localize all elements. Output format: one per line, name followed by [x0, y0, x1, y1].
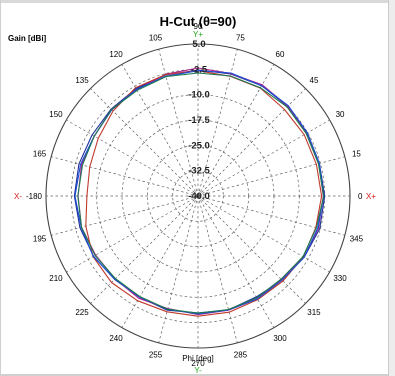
- grid-spoke: [197, 195, 238, 343]
- angle-tick-label: 285: [234, 350, 248, 359]
- angle-tick-label: 270: [191, 359, 205, 368]
- window-bottom-edge: [0, 374, 395, 376]
- angle-tick-label: 45: [310, 76, 319, 85]
- radial-tick-label: -17.5: [188, 115, 210, 126]
- grid-spoke: [121, 195, 199, 328]
- radial-tick-label: -40.0: [188, 191, 210, 202]
- grid-spoke: [197, 119, 330, 197]
- x-minus-marker: X-: [14, 192, 22, 201]
- angle-tick-label: 195: [33, 234, 47, 243]
- grid-spoke: [90, 88, 199, 197]
- angle-tick-label: 345: [350, 234, 364, 243]
- grid-spoke: [51, 195, 199, 236]
- angle-tick-label: 150: [49, 110, 63, 119]
- chart-title: H-Cut (θ=90): [160, 14, 237, 29]
- window-left-edge: [0, 0, 1, 376]
- gain-axis-label: Gain [dBi]: [8, 34, 47, 43]
- angle-tick-label: 225: [75, 308, 89, 317]
- grid-spoke: [197, 195, 306, 304]
- angle-tick-label: 30: [336, 110, 345, 119]
- phi-axis-label: Phi [deg]: [182, 354, 214, 363]
- radial-tick-label: 5.0: [192, 39, 205, 50]
- radial-tick-label: -10.0: [188, 90, 210, 101]
- scrollbar-strip[interactable]: [388, 0, 395, 376]
- grid-spoke: [66, 195, 199, 273]
- angle-tick-label: 135: [75, 76, 89, 85]
- angle-tick-label: 15: [352, 150, 361, 159]
- grid-spoke: [66, 119, 199, 197]
- axis-markers: X+ X- Y+ Y-: [14, 30, 376, 375]
- series-trace-4: [74, 70, 325, 315]
- grid-spoke: [90, 195, 199, 304]
- grid-spoke: [121, 64, 199, 197]
- angle-tick-label: 75: [236, 34, 245, 43]
- angle-tick-label: 330: [333, 274, 347, 283]
- grid-spoke: [51, 156, 199, 197]
- angle-tick-label: 90: [194, 22, 203, 31]
- grid-spoke: [197, 195, 330, 273]
- grid-spoke: [197, 156, 345, 197]
- grid-spoke: [197, 88, 306, 197]
- angle-tick-label: -180: [26, 192, 43, 201]
- angle-tick-label: 105: [149, 34, 163, 43]
- angle-tick-label: 0: [358, 192, 363, 201]
- gain-traces: [73, 67, 326, 317]
- grid-spoke: [197, 195, 275, 328]
- angle-ticks: 15 30 45 60 75 105 120 135 150 165 195 210 225 240 255…: [26, 22, 364, 368]
- series-trace-5: [77, 72, 325, 314]
- radial-tick-label: -25.0: [188, 140, 210, 151]
- grid-spoke: [158, 49, 199, 197]
- window-top-edge: [0, 0, 395, 3]
- angle-tick-label: 120: [109, 50, 123, 59]
- angle-tick-label: 315: [307, 308, 321, 317]
- x-plus-marker: X+: [366, 192, 376, 201]
- grid-spoke: [197, 195, 345, 236]
- radial-tick-label: -32.5: [188, 166, 210, 177]
- y-minus-marker: Y-: [194, 366, 202, 375]
- angle-tick-label: 60: [276, 50, 285, 59]
- angle-tick-label: 255: [149, 350, 163, 359]
- angle-tick-label: 210: [49, 274, 63, 283]
- grid-spoke: [158, 195, 199, 343]
- radial-tick-labels: 5.0 -2.5 -10.0 -17.5 -25.0 -32.5 -40.0: [188, 39, 210, 202]
- angle-tick-label: 300: [273, 334, 287, 343]
- angle-tick-label: 165: [33, 150, 47, 159]
- angle-tick-label: 240: [109, 334, 123, 343]
- radial-tick-label: -2.5: [191, 64, 208, 75]
- grid-spoke: [197, 64, 275, 197]
- y-plus-marker: Y+: [193, 30, 203, 39]
